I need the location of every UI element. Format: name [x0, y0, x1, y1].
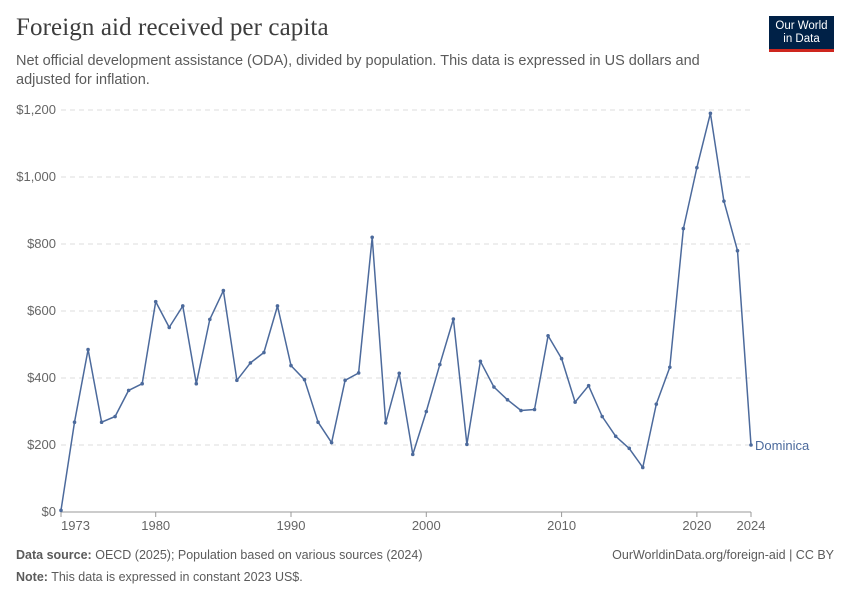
data-point: [492, 385, 496, 389]
data-point: [59, 508, 63, 513]
data-point: [438, 362, 442, 367]
data-point: [640, 465, 645, 470]
data-point: [370, 235, 374, 240]
series-line: [60, 112, 752, 511]
data-point: [735, 248, 740, 253]
data-point: [235, 378, 239, 383]
source-text: OECD (2025); Population based on various…: [95, 548, 423, 562]
data-point: [559, 356, 564, 361]
data-point: [329, 440, 334, 445]
data-point: [86, 347, 90, 352]
series-dominica: Dominica: [59, 111, 810, 513]
data-point: [722, 199, 726, 203]
line-chart: $0$200$400$600$800$1,000$1,200 1973 1980 1…: [16, 102, 810, 533]
data-point: [248, 361, 253, 365]
x-tick-label: 2000: [412, 518, 441, 533]
note-label: Note:: [16, 570, 48, 584]
y-tick-label: $800: [27, 236, 56, 251]
data-point: [221, 288, 226, 293]
data-point: [126, 388, 131, 393]
data-point: [654, 402, 659, 406]
source-label: Data source:: [16, 548, 92, 562]
y-tick-label: $1,200: [16, 102, 56, 117]
data-point: [289, 363, 293, 368]
data-point: [586, 383, 591, 388]
y-tick-label: $400: [27, 370, 56, 385]
data-point: [546, 333, 550, 338]
data-point: [383, 421, 388, 425]
data-point: [72, 420, 77, 425]
data-point: [695, 165, 699, 170]
data-point: [140, 381, 144, 386]
data-point: [519, 408, 523, 413]
data-point: [613, 434, 618, 439]
data-point: [668, 365, 672, 370]
chart-title: Foreign aid received per capita: [16, 14, 329, 41]
data-point: [262, 350, 266, 355]
owid-logo[interactable]: Our World in Data: [769, 16, 834, 52]
chart-note: Note: This data is expressed in constant…: [16, 570, 834, 584]
data-point: [573, 400, 577, 404]
data-point: [478, 359, 483, 364]
data-point: [532, 407, 537, 412]
x-tick-label: 1980: [141, 518, 170, 533]
series-label: Dominica: [755, 438, 810, 453]
data-point: [600, 414, 604, 419]
data-point: [99, 420, 104, 425]
data-point: [208, 317, 212, 322]
x-tick-label: 1973: [61, 518, 90, 533]
x-tick-label: 1990: [277, 518, 306, 533]
x-axis-labels: 1973 1980 1990 2000 2010 2020 2024: [60, 512, 766, 533]
data-point: [424, 409, 429, 414]
data-point: [316, 420, 320, 425]
data-point: [343, 378, 347, 383]
data-point: [627, 446, 632, 451]
data-point: [410, 452, 415, 457]
data-point: [681, 226, 686, 231]
y-axis-labels: $0 $200 $400 $600 $800 $1,000 $1,200: [16, 102, 56, 519]
data-point: [356, 371, 361, 375]
y-tick-label: $600: [27, 303, 56, 318]
data-point: [113, 414, 117, 419]
data-source: Data source: OECD (2025); Population bas…: [16, 548, 834, 562]
logo-line-1: Our World: [775, 20, 828, 32]
data-point: [180, 304, 185, 308]
data-point: [302, 377, 307, 382]
chart-subtitle: Net official development assistance (ODA…: [16, 53, 700, 88]
data-point: [465, 442, 469, 447]
data-point: [194, 381, 199, 386]
source-link[interactable]: OurWorldinData.org/foreign-aid | CC BY: [612, 548, 834, 562]
data-point: [167, 325, 172, 330]
data-point: [153, 299, 158, 304]
data-point: [505, 397, 510, 402]
y-tick-label: $1,000: [16, 169, 56, 184]
grid-lines: [61, 109, 751, 513]
data-point: [275, 304, 280, 308]
data-point: [749, 443, 753, 447]
y-tick-label: $0: [42, 504, 56, 519]
x-tick-label: 2024: [737, 518, 766, 533]
x-tick-label: 2020: [682, 518, 711, 533]
y-tick-label: $200: [27, 437, 56, 452]
logo-line-2: in Data: [783, 33, 820, 45]
data-point: [708, 111, 713, 116]
data-point: [451, 317, 456, 321]
x-tick-label: 2010: [547, 518, 576, 533]
data-point: [397, 371, 402, 376]
note-text: This data is expressed in constant 2023 …: [51, 570, 303, 584]
